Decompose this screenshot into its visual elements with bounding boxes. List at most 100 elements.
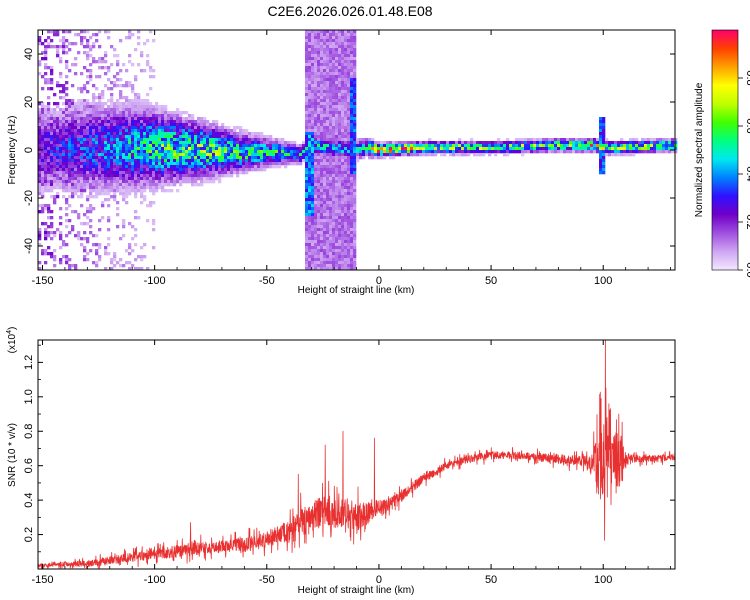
spectrogram-cell: [95, 123, 99, 127]
spectrogram-cell: [95, 144, 99, 148]
spectrogram-cell: [284, 141, 288, 145]
spectrogram-cell: [44, 183, 48, 187]
spectrogram-cell: [65, 213, 69, 217]
spectrogram-cell: [242, 129, 246, 133]
spectrogram-cell: [443, 141, 447, 145]
spectrogram-cell: [224, 150, 228, 154]
spectrogram-cell: [320, 165, 324, 169]
spectrogram-cell: [86, 126, 90, 130]
spectrogram-cell: [212, 171, 216, 175]
spectrogram-cell: [311, 33, 315, 37]
spectrogram-cell: [329, 147, 333, 151]
spectrogram-cell: [335, 261, 339, 265]
spectrogram-cell: [422, 144, 426, 148]
spectrogram-cell: [434, 141, 438, 145]
spectrogram-cell: [383, 156, 387, 160]
spectrogram-cell: [53, 135, 57, 139]
spectrogram-cell: [164, 189, 168, 193]
spectrogram-cell: [146, 54, 150, 58]
spectrogram-cell: [101, 60, 105, 64]
spectrogram-cell: [332, 105, 336, 109]
spectrogram-cell: [95, 135, 99, 139]
spectrogram-cell: [515, 138, 519, 142]
spectrogram-cell: [38, 36, 42, 40]
spectrogram-cell: [83, 231, 87, 235]
spectrogram-cell: [164, 135, 168, 139]
spectrogram-cell: [584, 144, 588, 148]
spectrogram-cell: [272, 141, 276, 145]
spectrogram-cell: [65, 261, 69, 265]
spectrogram-cell: [218, 171, 222, 175]
spectrogram-cell: [326, 117, 330, 121]
spectrogram-cell: [317, 165, 321, 169]
spectrogram-cell: [314, 264, 318, 268]
spectrogram-cell: [341, 75, 345, 79]
spectrogram-cell: [575, 141, 579, 145]
spectrogram-cell: [56, 30, 60, 34]
spectrogram-cell: [335, 108, 339, 112]
spectrogram-cell: [320, 126, 324, 130]
spectrogram-cell: [371, 156, 375, 160]
spectrogram-cell: [326, 99, 330, 103]
spectrogram-cell: [95, 141, 99, 145]
spectrogram-cell: [185, 138, 189, 142]
spectrogram-cell: [380, 144, 384, 148]
spectrogram-cell: [581, 150, 585, 154]
spectrogram-cell: [89, 36, 93, 40]
spectrogram-cell: [389, 156, 393, 160]
spectrogram-cell: [113, 255, 117, 259]
spectrogram-cell: [302, 153, 306, 157]
spectrogram-cell: [380, 156, 384, 160]
spectrogram-cell: [173, 123, 177, 127]
spectrogram-cell: [98, 132, 102, 136]
spectrogram-cell: [329, 96, 333, 100]
spectrogram-cell: [296, 144, 300, 148]
spectrogram-cell: [98, 75, 102, 79]
spectrogram-cell: [92, 150, 96, 154]
spectrogram-cell: [329, 57, 333, 61]
spectrogram-cell: [335, 123, 339, 127]
spectrogram-cell: [146, 204, 150, 208]
spectrogram-cell: [116, 174, 120, 178]
spectrogram-cell: [92, 114, 96, 118]
spectrogram-cell: [257, 138, 261, 142]
spectrogram-cell: [116, 165, 120, 169]
spectrogram-cell: [314, 36, 318, 40]
spectrogram-cell: [305, 246, 309, 250]
spectrogram-cell: [575, 150, 579, 154]
spectrogram-cell: [173, 153, 177, 157]
spectrogram-cell: [77, 183, 81, 187]
spectrogram-cell: [146, 99, 150, 103]
spectrogram-cell: [62, 243, 66, 247]
spectrogram-cell: [170, 159, 174, 163]
spectrogram-cell: [320, 135, 324, 139]
spectrogram-cell: [179, 165, 183, 169]
spectrogram-cell: [317, 183, 321, 187]
spectrogram-cell: [248, 165, 252, 169]
spectrogram-cell: [308, 258, 312, 262]
spectrogram-cell: [41, 249, 45, 253]
spectrogram-cell: [347, 45, 351, 49]
spectrogram-cell: [314, 117, 318, 121]
spectrogram-cell: [308, 105, 312, 109]
spectrogram-cell: [86, 150, 90, 154]
spectrogram-cell: [416, 144, 420, 148]
spectrogram-cell: [158, 162, 162, 166]
spectrogram-cell: [155, 186, 159, 190]
spectrogram-cell: [329, 156, 333, 160]
spectrogram-cell: [77, 123, 81, 127]
spectrogram-cell: [341, 252, 345, 256]
spectrogram-cell: [326, 135, 330, 139]
spectrogram-cell: [155, 135, 159, 139]
spectrogram-cell: [356, 159, 360, 163]
spectrogram-cell: [317, 60, 321, 64]
spectrogram-cell: [311, 57, 315, 61]
spectrogram-cell: [605, 153, 609, 157]
spectrogram-cell: [305, 39, 309, 43]
spectrogram-cell: [116, 156, 120, 160]
spectrogram-cell: [338, 99, 342, 103]
spectrogram-cell: [200, 177, 204, 181]
spectrogram-cell: [137, 189, 141, 193]
x-tick-label: -150: [31, 275, 53, 287]
spectrogram-cell: [158, 108, 162, 112]
